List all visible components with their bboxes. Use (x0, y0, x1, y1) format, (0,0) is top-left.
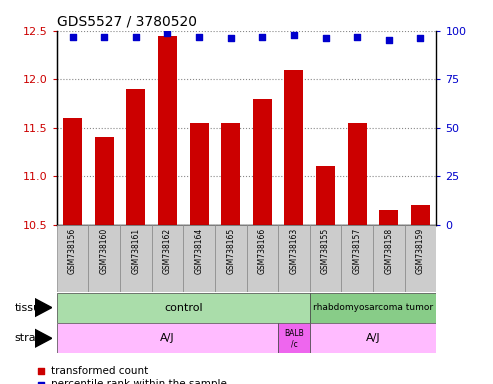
Bar (373, 225, 405, 292)
Bar (57, 323, 278, 353)
Text: GSM738163: GSM738163 (289, 228, 298, 274)
Bar (183, 225, 215, 292)
Text: GSM738162: GSM738162 (163, 228, 172, 274)
Text: GSM738166: GSM738166 (258, 228, 267, 274)
Bar (246, 225, 278, 292)
Text: GDS5527 / 3780520: GDS5527 / 3780520 (57, 14, 197, 28)
Text: tissue: tissue (15, 303, 48, 313)
Bar (215, 225, 246, 292)
Bar (341, 225, 373, 292)
Bar (316, 167, 335, 225)
Bar (158, 36, 177, 225)
Bar (348, 123, 367, 225)
Bar (278, 225, 310, 292)
Bar (63, 118, 82, 225)
Point (69, 33, 76, 40)
Bar (189, 123, 209, 225)
Text: A/J: A/J (366, 333, 380, 343)
Text: GSM738160: GSM738160 (100, 228, 108, 274)
Point (417, 35, 424, 41)
Bar (310, 225, 341, 292)
Bar (120, 225, 152, 292)
Point (132, 33, 140, 40)
Text: GSM738159: GSM738159 (416, 228, 425, 274)
Point (353, 33, 361, 40)
Text: GSM738165: GSM738165 (226, 228, 235, 274)
Text: strain: strain (15, 333, 47, 343)
Bar (57, 293, 310, 323)
Bar (310, 323, 436, 353)
Polygon shape (35, 329, 52, 348)
Bar (405, 225, 436, 292)
Bar (380, 210, 398, 225)
Bar (152, 225, 183, 292)
Bar (88, 225, 120, 292)
Text: GSM738156: GSM738156 (68, 228, 77, 274)
Text: rhabdomyosarcoma tumor: rhabdomyosarcoma tumor (313, 303, 433, 312)
Point (258, 33, 266, 40)
Text: control: control (164, 303, 203, 313)
Bar (57, 225, 88, 292)
Point (164, 30, 172, 36)
Text: BALB
/c: BALB /c (284, 329, 304, 348)
Text: GSM738158: GSM738158 (385, 228, 393, 274)
Bar (278, 323, 310, 353)
Point (195, 33, 203, 40)
Bar (284, 70, 304, 225)
Bar (411, 205, 430, 225)
Polygon shape (35, 298, 52, 317)
Point (227, 35, 235, 41)
Bar (221, 123, 240, 225)
Bar (253, 99, 272, 225)
Legend: transformed count, percentile rank within the sample: transformed count, percentile rank withi… (37, 366, 227, 384)
Bar (310, 293, 436, 323)
Bar (95, 137, 113, 225)
Text: GSM738157: GSM738157 (352, 228, 362, 274)
Point (290, 31, 298, 38)
Text: GSM738155: GSM738155 (321, 228, 330, 274)
Point (321, 35, 329, 41)
Point (385, 37, 393, 43)
Text: A/J: A/J (160, 333, 175, 343)
Text: GSM738164: GSM738164 (195, 228, 204, 274)
Text: GSM738161: GSM738161 (131, 228, 141, 274)
Bar (126, 89, 145, 225)
Point (100, 33, 108, 40)
